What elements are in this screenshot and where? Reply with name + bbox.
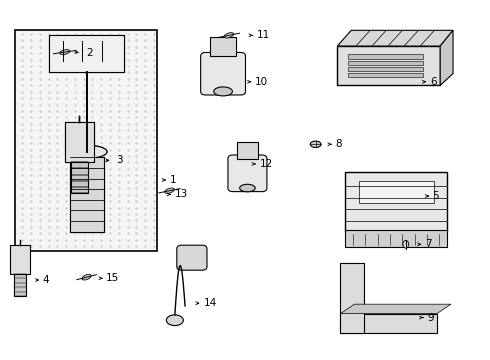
FancyBboxPatch shape (71, 162, 88, 193)
Text: 7: 7 (425, 239, 432, 249)
Ellipse shape (165, 188, 174, 193)
FancyBboxPatch shape (228, 155, 267, 192)
Text: 1: 1 (170, 175, 176, 185)
FancyBboxPatch shape (341, 262, 364, 333)
FancyBboxPatch shape (10, 245, 30, 274)
Polygon shape (337, 30, 453, 46)
FancyBboxPatch shape (337, 46, 440, 85)
Ellipse shape (214, 87, 232, 96)
FancyBboxPatch shape (348, 73, 423, 77)
FancyBboxPatch shape (71, 162, 88, 193)
FancyBboxPatch shape (344, 230, 447, 247)
Text: 12: 12 (260, 159, 273, 169)
FancyBboxPatch shape (348, 67, 423, 71)
Ellipse shape (66, 145, 107, 158)
FancyBboxPatch shape (70, 157, 104, 231)
FancyBboxPatch shape (237, 143, 258, 158)
FancyBboxPatch shape (348, 54, 423, 59)
FancyBboxPatch shape (14, 274, 26, 296)
Bar (15, 30, 157, 251)
Text: 2: 2 (87, 48, 93, 58)
Text: 14: 14 (203, 298, 217, 308)
Ellipse shape (240, 184, 255, 192)
FancyBboxPatch shape (70, 157, 104, 231)
Ellipse shape (403, 240, 409, 248)
Ellipse shape (224, 33, 234, 38)
Ellipse shape (82, 274, 91, 280)
Text: 15: 15 (106, 273, 120, 283)
FancyBboxPatch shape (210, 37, 236, 56)
FancyBboxPatch shape (49, 36, 124, 72)
FancyBboxPatch shape (65, 122, 94, 162)
Text: 8: 8 (335, 139, 342, 149)
Text: 10: 10 (255, 77, 268, 87)
FancyBboxPatch shape (344, 172, 447, 231)
FancyBboxPatch shape (359, 181, 434, 203)
FancyBboxPatch shape (49, 36, 124, 72)
Ellipse shape (310, 141, 321, 148)
Text: 5: 5 (433, 191, 439, 201)
Ellipse shape (66, 145, 107, 158)
Polygon shape (440, 30, 453, 85)
Text: 13: 13 (174, 189, 188, 199)
FancyBboxPatch shape (201, 53, 245, 95)
Ellipse shape (60, 50, 70, 55)
Polygon shape (341, 304, 451, 314)
FancyBboxPatch shape (341, 314, 437, 333)
Text: 4: 4 (43, 275, 49, 285)
Text: 9: 9 (428, 312, 434, 323)
Text: 6: 6 (430, 77, 437, 87)
Text: 11: 11 (257, 30, 270, 40)
FancyBboxPatch shape (65, 122, 94, 162)
FancyBboxPatch shape (348, 60, 423, 65)
Text: 3: 3 (116, 156, 122, 165)
Ellipse shape (166, 315, 183, 325)
FancyBboxPatch shape (177, 245, 207, 270)
